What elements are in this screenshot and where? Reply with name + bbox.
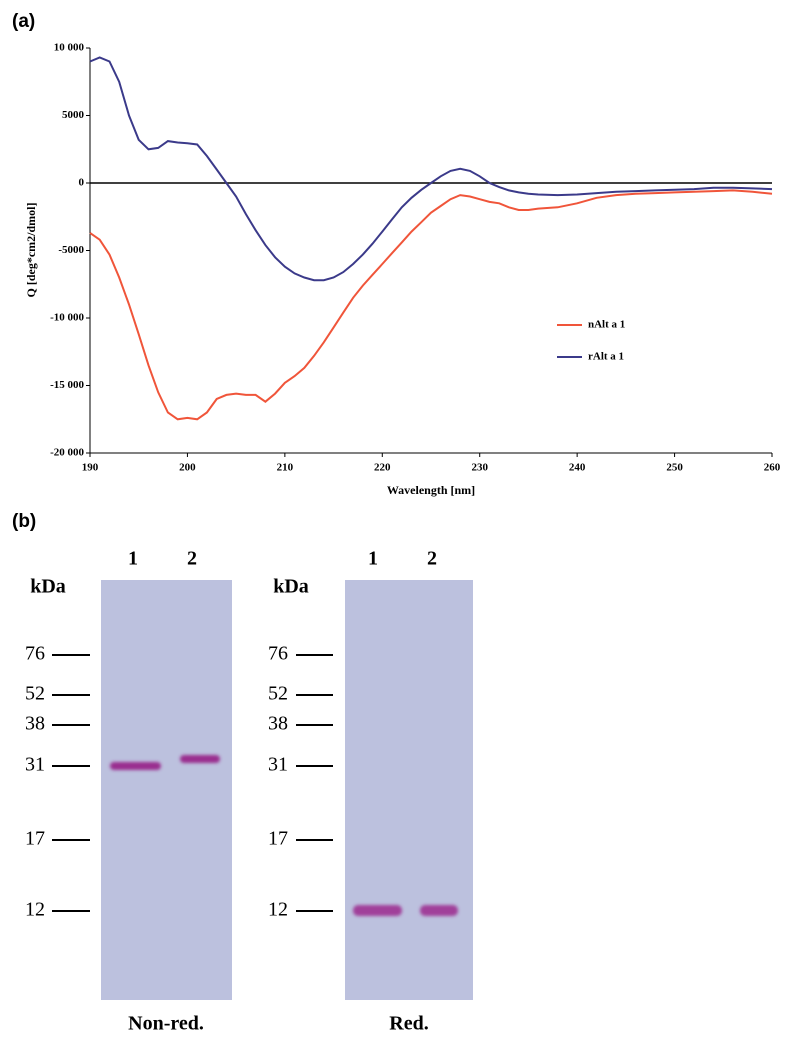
marker-label: 76 [268,643,288,665]
x-tick-label: 190 [82,462,99,474]
marker-label: 12 [268,899,288,921]
y-tick-label: -10 000 [50,312,84,324]
marker-label: 12 [25,899,45,921]
legend-label: rAlt a 1 [588,351,624,363]
gel [345,580,473,1000]
y-tick-label: 0 [79,177,85,189]
line [89,189,773,421]
band [353,905,402,916]
x-tick-label: 240 [569,462,586,474]
marker-label: 17 [25,828,45,850]
y-tick-label: 10 000 [54,42,85,54]
marker-label: 52 [268,683,288,705]
lane-label: 2 [427,548,437,570]
band [110,762,161,770]
x-tick-label: 260 [764,462,781,474]
x-tick-label: 230 [471,462,488,474]
marker-label: 17 [268,828,288,850]
y-tick-label: -5000 [58,244,84,256]
marker-label: 31 [25,754,45,776]
lane-label: 1 [368,548,378,570]
y-axis-label: Q [deg*cm2/dmol] [24,203,38,298]
lane-label: 2 [187,548,197,570]
gel [101,580,232,1000]
marker-label: 52 [25,683,45,705]
unit-label: kDa [273,576,309,598]
line [89,56,773,282]
x-tick-label: 220 [374,462,391,474]
panel-label: (a) [12,11,35,32]
marker-label: 76 [25,643,45,665]
unit-label: kDa [30,576,66,598]
lane-label: 1 [128,548,138,570]
panel-label: (b) [12,511,36,532]
x-axis-label: Wavelength [nm] [387,483,475,497]
marker-label: 31 [268,754,288,776]
gel-caption: Red. [389,1013,428,1035]
band [180,755,220,763]
x-tick-label: 200 [179,462,196,474]
y-tick-label: 5000 [62,109,85,121]
legend-label: nAlt a 1 [588,319,625,331]
band [420,905,458,916]
marker-label: 38 [25,713,45,735]
x-tick-label: 210 [277,462,294,474]
gel-caption: Non-red. [128,1013,204,1035]
y-tick-label: -20 000 [50,447,84,459]
x-tick-label: 250 [666,462,683,474]
y-tick-label: -15 000 [50,379,84,391]
marker-label: 38 [268,713,288,735]
